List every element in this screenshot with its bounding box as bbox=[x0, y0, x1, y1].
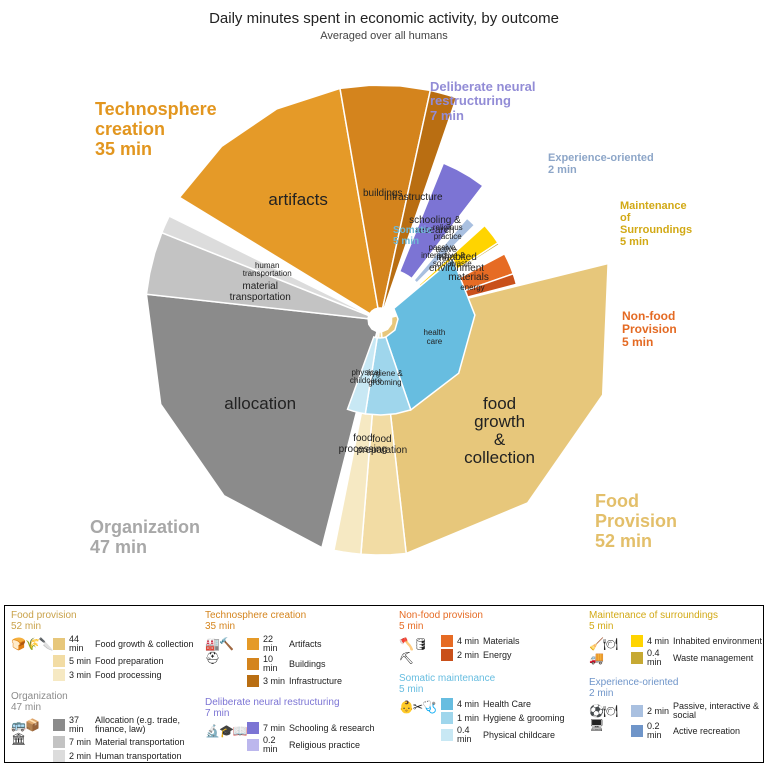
slice-label: materialtransportation bbox=[220, 282, 300, 303]
legend-group: Somatic maintenance5 min👶✂🩺4 minHealth C… bbox=[399, 673, 589, 746]
legend-icons: 🚌📦🏛 bbox=[11, 718, 53, 764]
legend-icons: 🧹🍽🚚 bbox=[589, 637, 631, 669]
legend-box: Food provision52 min🍞🌾🔪44 minFood growth… bbox=[4, 605, 764, 763]
legend-group: Technosphere creation35 min🏭🔨⛑22 minArti… bbox=[205, 610, 395, 689]
category-label-neural: Deliberate neuralrestructuring7 min bbox=[430, 80, 536, 123]
slice-label: physicalchildcare bbox=[336, 369, 396, 386]
slice-label: humantransportation bbox=[227, 262, 307, 279]
legend-row: 5 minFood preparation bbox=[53, 655, 201, 667]
category-label-somatic: Somatic5 min bbox=[393, 225, 432, 247]
legend-row: 3 minInfrastructure bbox=[247, 675, 395, 687]
category-label-nonfood: Non-foodProvision5 min bbox=[622, 310, 677, 350]
legend-group: Maintenance of surroundings5 min🧹🍽🚚4 min… bbox=[589, 610, 768, 669]
slice-label: infrastructure bbox=[373, 193, 453, 204]
legend-group: Deliberate neural restructuring7 min🔬🎓📖7… bbox=[205, 697, 395, 756]
category-label-org: Organization47 min bbox=[90, 518, 200, 558]
legend-row: 4 minMaterials bbox=[441, 635, 589, 647]
legend-row: 2 minPassive, interactive & social bbox=[631, 702, 768, 720]
slice-label: foodprocessing bbox=[323, 434, 403, 455]
legend-row: 4 minHealth Care bbox=[441, 698, 589, 710]
legend-row: 4 minInhabited environment bbox=[631, 635, 768, 647]
category-label-tech: Technospherecreation35 min bbox=[95, 100, 217, 159]
category-label-food: FoodProvision52 min bbox=[595, 492, 677, 551]
legend-row: 22 minArtifacts bbox=[247, 635, 395, 653]
category-label-maint: MaintenanceofSurroundings5 min bbox=[620, 200, 692, 248]
legend-group: Non-food provision5 min🪓🛢⛏4 minMaterials… bbox=[399, 610, 589, 665]
legend-icons: 🍞🌾🔪 bbox=[11, 637, 53, 683]
legend-icons: 🔬🎓📖 bbox=[205, 724, 247, 756]
legend-row: 7 minMaterial transportation bbox=[53, 736, 201, 748]
legend-row: 2 minEnergy bbox=[441, 649, 589, 661]
legend-row: 1 minHygiene & grooming bbox=[441, 712, 589, 724]
slice-label: allocation bbox=[220, 395, 300, 413]
category-label-exp: Experience-oriented2 min bbox=[548, 152, 654, 176]
slice-label: artifacts bbox=[258, 191, 338, 209]
legend-row: 2 minHuman transportation bbox=[53, 750, 201, 762]
legend-row: 37 minAllocation (e.g. trade, finance, l… bbox=[53, 716, 201, 734]
legend-group: Organization47 min🚌📦🏛37 minAllocation (e… bbox=[11, 691, 201, 764]
legend-row: 3 minFood processing bbox=[53, 669, 201, 681]
legend-icons: 🏭🔨⛑ bbox=[205, 637, 247, 689]
legend-group: Food provision52 min🍞🌾🔪44 minFood growth… bbox=[11, 610, 201, 683]
legend-row: 0.2 minActive recreation bbox=[631, 722, 768, 740]
legend-icons: 🪓🛢⛏ bbox=[399, 637, 441, 665]
slice-label: healthcare bbox=[404, 329, 464, 346]
legend-row: 10 minBuildings bbox=[247, 655, 395, 673]
legend-icons: ⚽🍽🖥 bbox=[589, 704, 631, 742]
slice-label: waste bbox=[421, 260, 501, 268]
legend-row: 0.2 minReligious practice bbox=[247, 736, 395, 754]
legend-group: Experience-oriented2 min⚽🍽🖥2 minPassive,… bbox=[589, 677, 768, 742]
legend-row: 0.4 minWaste management bbox=[631, 649, 768, 667]
legend-row: 44 minFood growth & collection bbox=[53, 635, 201, 653]
slice-label: food growth& collection bbox=[460, 395, 540, 466]
slice-label: energy bbox=[432, 284, 512, 292]
legend-row: 7 minSchooling & research bbox=[247, 722, 395, 734]
legend-icons: 👶✂🩺 bbox=[399, 700, 441, 746]
legend-row: 0.4 minPhysical childcare bbox=[441, 726, 589, 744]
